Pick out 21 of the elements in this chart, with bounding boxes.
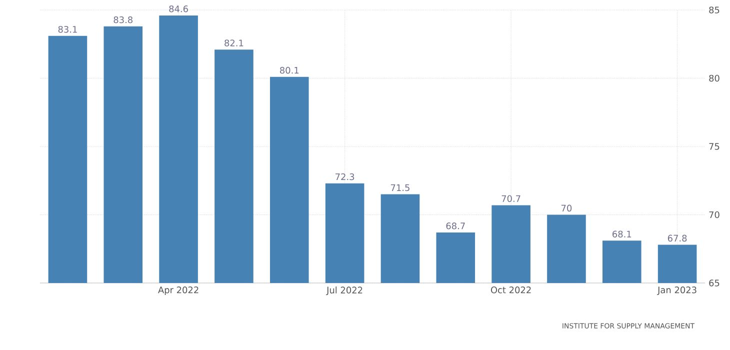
data-label: 67.8 (668, 234, 687, 242)
y-tick-label: 65 (709, 280, 720, 286)
data-label: 70 (562, 204, 572, 212)
x-tick-label: Jan 2023 (657, 286, 696, 295)
x-tick-label: Apr 2022 (158, 286, 198, 296)
x-tick-label: Jul 2022 (326, 286, 362, 296)
y-tick-label: 80 (709, 74, 720, 82)
data-label: 83.1 (58, 26, 77, 33)
y-tick-label: 85 (709, 6, 720, 14)
data-label: 84.6 (169, 5, 188, 12)
y-tick-label: 75 (709, 143, 720, 150)
data-label: 68.1 (612, 230, 632, 238)
data-label: 82.1 (224, 40, 244, 46)
data-label: 70.7 (502, 195, 520, 202)
x-tick-label: Oct 2022 (490, 286, 531, 294)
data-label: 80.1 (280, 66, 299, 74)
data-label: 72.3 (336, 173, 354, 180)
y-tick-label: 70 (709, 211, 720, 218)
data-label: 83.8 (114, 16, 132, 24)
data-label: 68.7 (446, 222, 465, 230)
data-label: 71.5 (390, 184, 410, 192)
